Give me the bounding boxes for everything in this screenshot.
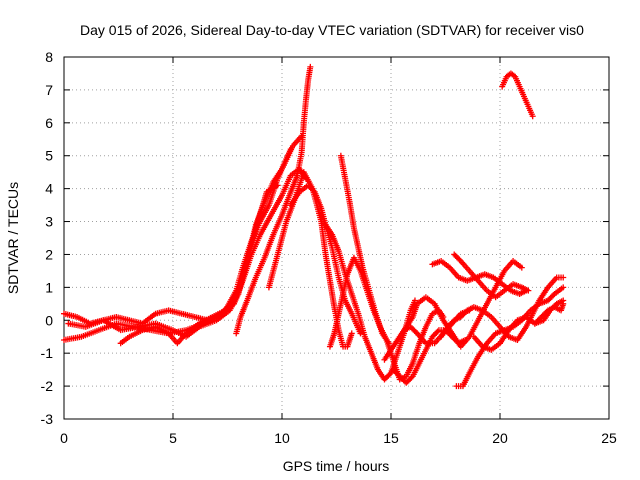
data-point — [560, 300, 567, 307]
y-tick-label: 4 — [45, 181, 53, 197]
y-tick-label: 6 — [45, 115, 53, 131]
data-point — [560, 284, 567, 291]
data-point — [525, 287, 532, 294]
series-sat-18 — [470, 297, 567, 353]
data-point — [550, 292, 557, 299]
series-sat-7 — [287, 182, 364, 337]
data-point — [518, 264, 525, 271]
series-sat-15 — [451, 251, 532, 301]
data-point — [560, 274, 567, 281]
series-sat-4 — [117, 146, 294, 347]
chart-title: Day 015 of 2026, Sidereal Day-to-day VTE… — [80, 22, 584, 38]
data-point — [307, 63, 314, 70]
series-sat-5 — [233, 63, 314, 337]
data-point — [386, 371, 393, 378]
y-tick-label: -2 — [41, 378, 54, 394]
y-tick-label: 3 — [45, 214, 53, 230]
data-point — [408, 374, 415, 381]
series-sat-6 — [265, 169, 355, 350]
data-series — [61, 63, 567, 390]
data-point — [287, 146, 294, 153]
x-axis: 0 5 10 15 20 25 — [60, 57, 617, 446]
x-tick-label: 5 — [169, 430, 177, 446]
data-point — [434, 328, 441, 335]
y-tick-label: 0 — [45, 312, 53, 328]
plot-frame — [63, 56, 610, 420]
series-sat-9 — [326, 254, 447, 383]
data-point — [310, 187, 317, 194]
y-axis-label: SDTVAR / TECUs — [5, 182, 21, 294]
series-sat-10 — [337, 152, 392, 347]
x-axis-label: GPS time / hours — [283, 458, 390, 474]
y-tick-label: 8 — [45, 49, 53, 65]
series-sat-20 — [499, 70, 536, 120]
y-tick-label: 1 — [45, 279, 53, 295]
data-point — [412, 329, 419, 336]
data-point — [385, 340, 392, 347]
x-tick-label: 10 — [274, 430, 290, 446]
data-point — [348, 330, 355, 337]
y-tick-label: -1 — [41, 345, 54, 361]
y-tick-label: -3 — [41, 411, 54, 427]
y-axis: -3 -2 -1 0 1 2 3 4 5 6 7 8 — [41, 49, 609, 427]
data-point — [411, 297, 418, 304]
y-tick-label: 7 — [45, 82, 53, 98]
x-tick-label: 25 — [601, 430, 617, 446]
series-sat-3 — [65, 132, 305, 340]
data-point — [456, 256, 463, 263]
y-tick-label: 5 — [45, 148, 53, 164]
x-tick-label: 15 — [383, 430, 399, 446]
data-point — [529, 113, 536, 120]
y-tick-label: 2 — [45, 246, 53, 262]
x-tick-label: 0 — [60, 430, 68, 446]
series-sat-19 — [531, 300, 567, 327]
x-tick-label: 20 — [492, 430, 508, 446]
